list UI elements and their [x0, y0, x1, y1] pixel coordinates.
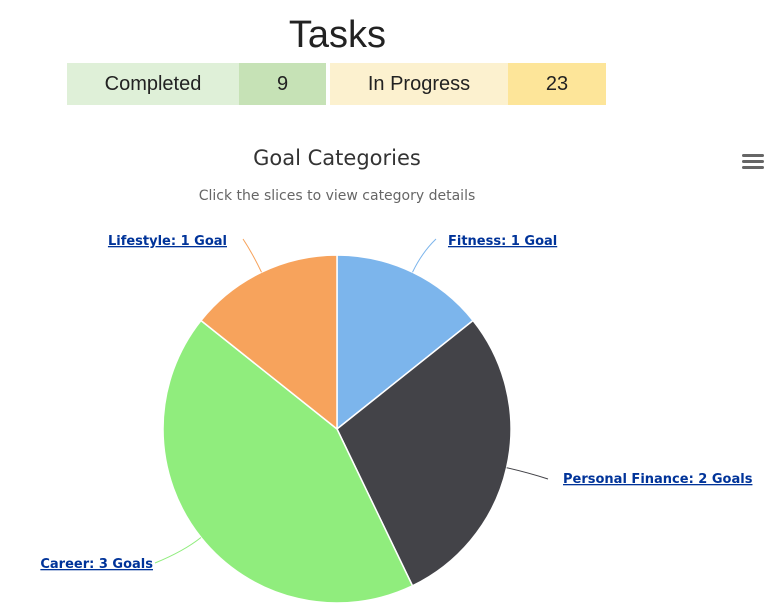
menu-bar — [742, 160, 764, 163]
in-progress-stat: In Progress 23 — [330, 63, 606, 105]
slice-label-career[interactable]: Career: 3 Goals — [40, 557, 153, 572]
task-stats: Completed 9 In Progress 23 — [67, 63, 610, 105]
completed-stat: Completed 9 — [67, 63, 326, 105]
pie-slice-personal-finance[interactable] — [336, 319, 512, 587]
chart-title: Goal Categories — [253, 146, 421, 170]
in-progress-label: In Progress — [330, 63, 508, 105]
goal-categories-chart: Goal Categories Click the slices to view… — [40, 146, 753, 604]
pie-slice-lifestyle[interactable] — [199, 254, 338, 431]
menu-bar — [742, 166, 764, 169]
connector-personal-finance — [506, 467, 549, 480]
connector-lifestyle — [242, 238, 262, 273]
hamburger-menu-icon[interactable] — [742, 152, 764, 172]
menu-bar — [742, 154, 764, 157]
slice-label-personal-finance[interactable]: Personal Finance: 2 Goals — [563, 472, 753, 487]
pie: Fitness: 1 Goal Personal Finance: 2 Goals… — [40, 234, 753, 604]
slice-label-lifestyle[interactable]: Lifestyle: 1 Goal — [108, 234, 227, 249]
connector-career — [154, 537, 202, 564]
slice-label-fitness[interactable]: Fitness: 1 Goal — [448, 234, 557, 249]
completed-label: Completed — [67, 63, 239, 105]
chart-subtitle: Click the slices to view category detail… — [199, 188, 476, 204]
pie-slice-fitness[interactable] — [336, 254, 475, 431]
in-progress-count: 23 — [508, 63, 606, 105]
page-title: Tasks — [288, 14, 387, 56]
pie-slice-career[interactable] — [162, 319, 414, 604]
completed-count: 9 — [239, 63, 326, 105]
connector-fitness — [412, 238, 437, 273]
